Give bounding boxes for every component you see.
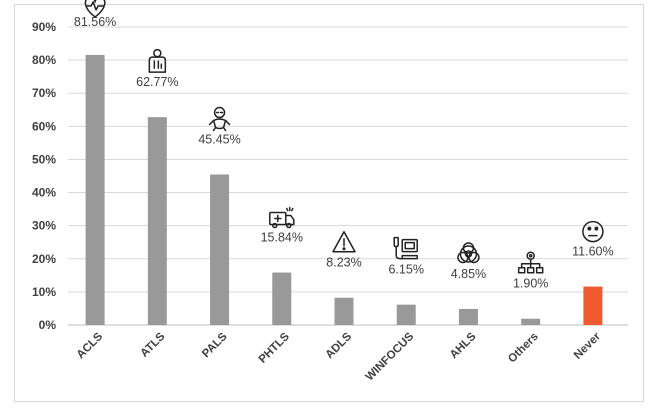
data-label-ahls: 4.85% xyxy=(451,267,486,281)
x-tick-label: PALS xyxy=(200,330,230,360)
x-tick-label: WINFOCUS xyxy=(364,330,417,383)
y-tick-label: 80% xyxy=(32,53,56,67)
data-labels: 81.56% 62.77% 45.45% 15.84% 8.23% 6.15% 4.85% 1… xyxy=(74,15,614,291)
data-label-pals: 45.45% xyxy=(198,133,240,147)
bar-pals xyxy=(210,174,230,325)
y-tick-label: 50% xyxy=(32,152,56,166)
bar-others xyxy=(521,318,541,325)
data-label-phtls: 15.84% xyxy=(261,231,303,245)
y-tick-label: 0% xyxy=(39,318,57,332)
neutral-face-icon xyxy=(582,220,604,243)
bars xyxy=(85,54,603,326)
data-label-never: 11.60% xyxy=(572,245,613,259)
baby-icon xyxy=(208,106,231,132)
y-tick-label: 10% xyxy=(32,285,56,299)
x-tick-label: Others xyxy=(506,331,541,366)
bar-ahls xyxy=(458,308,478,325)
y-axis-ticks: 0% 10% 20% 30% 40% 50% 60% 70% 80% 90% xyxy=(32,20,56,332)
data-label-others: 1.90% xyxy=(513,277,548,291)
x-tick-label: PHTLS xyxy=(257,330,292,365)
heart-icon xyxy=(84,0,106,18)
bar-never xyxy=(583,286,603,325)
network-icon xyxy=(517,251,544,274)
x-tick-label: ADLS xyxy=(323,330,354,361)
warning-icon xyxy=(332,230,356,253)
x-tick-label: Never xyxy=(572,330,603,361)
x-tick-label: AHLS xyxy=(448,330,479,361)
x-tick-label: ATLS xyxy=(138,330,167,359)
bar-acls xyxy=(85,54,105,326)
y-tick-label: 60% xyxy=(32,119,56,133)
y-tick-label: 70% xyxy=(32,86,56,100)
bar-atls xyxy=(147,117,167,325)
y-tick-label: 20% xyxy=(32,252,56,266)
y-tick-label: 90% xyxy=(32,20,56,34)
data-label-adls: 8.23% xyxy=(326,256,361,270)
chart-frame xyxy=(14,4,644,402)
ultrasound-icon xyxy=(393,236,418,260)
bar-phtls xyxy=(272,272,292,325)
ambulance-icon xyxy=(269,206,295,229)
y-tick-label: 40% xyxy=(32,186,56,200)
category-icons xyxy=(84,0,604,274)
x-axis-ticks: ACLS ATLS PALS PHTLS ADLS WINFOCUS AHLS Others N… xyxy=(75,330,604,383)
data-label-winfocus: 6.15% xyxy=(388,263,423,277)
person-icon xyxy=(148,48,167,73)
bar-adls xyxy=(334,297,354,325)
data-label-acls: 81.56% xyxy=(74,15,116,29)
y-tick-label: 30% xyxy=(32,219,56,233)
x-tick-label: ACLS xyxy=(75,330,106,361)
biohazard-icon xyxy=(457,242,480,264)
data-label-atls: 62.77% xyxy=(136,75,178,89)
bar-winfocus xyxy=(396,304,416,325)
